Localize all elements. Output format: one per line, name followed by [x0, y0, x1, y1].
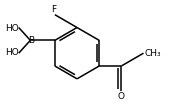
Text: HO: HO: [5, 47, 19, 57]
Text: B: B: [28, 36, 35, 45]
Text: CH₃: CH₃: [145, 49, 161, 58]
Text: HO: HO: [5, 24, 19, 33]
Text: O: O: [118, 92, 125, 101]
Text: F: F: [51, 5, 56, 13]
